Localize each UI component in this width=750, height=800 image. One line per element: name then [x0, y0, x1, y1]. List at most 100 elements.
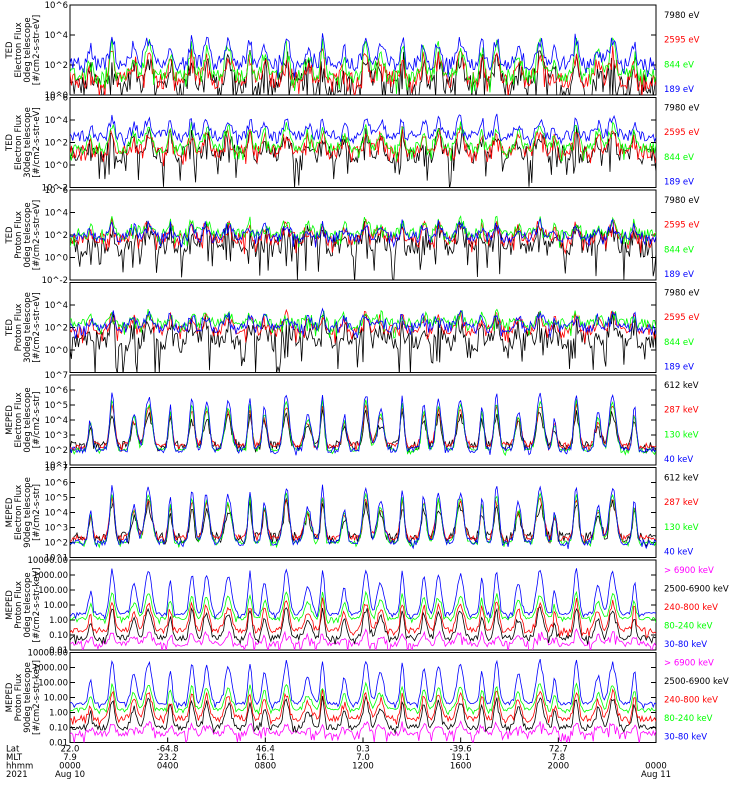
x-tick-label: 0800 — [255, 762, 277, 772]
y-axis-title-line: [#/cm2-s-str-eV] — [32, 15, 42, 85]
x-tick-label: 72.7 — [549, 745, 568, 755]
y-tick-label: 10^6 — [45, 94, 68, 104]
y-axis-title-line: 30deg telescope — [23, 107, 33, 178]
x-tick-label: -39.6 — [450, 745, 472, 755]
x-tick-label: 0.3 — [356, 745, 370, 755]
y-tick-label: 10^0 — [45, 254, 68, 264]
y-tick-label: 100.00 — [38, 679, 68, 689]
x-tick-label: 2000 — [548, 762, 570, 772]
legend-entry: 40 keV — [664, 548, 693, 558]
y-axis-title: MEPED Electron Flux 0deg telescope [#/cm2-s… — [5, 387, 42, 452]
y-axis-title-line: MEPED — [5, 405, 15, 435]
legend-entry: 189 eV — [664, 270, 694, 280]
y-axis-title-line: Electron Flux — [14, 22, 24, 77]
y-axis-title-line: Proton Flux — [14, 211, 24, 259]
x-tick-label: 7.8 — [552, 753, 566, 763]
series-line — [70, 125, 656, 167]
y-axis-title-line: TED — [5, 226, 15, 245]
series-traces — [70, 33, 656, 95]
panel-frame — [69, 652, 657, 743]
y-axis-title-line: [#/cm2-s-str] — [32, 392, 42, 449]
x-axis: Lat 22.0 -64.8 46.4 0.3 -39.6 72.7 MLT 7.9 23.2 16… — [6, 737, 671, 780]
y-tick-label: 0.01 — [49, 739, 68, 749]
legend-entry: 189 eV — [664, 85, 694, 95]
y-tick-label: 10^-2 — [42, 184, 68, 194]
legend-entry: 80-240 keV — [664, 622, 713, 632]
panel-8: 0.010.101.0010.00100.001000.0010000.00ME… — [5, 649, 729, 749]
y-tick-label: 10^3 — [45, 431, 68, 441]
x-row-label: Lat — [6, 745, 20, 755]
y-tick-label: 10000.00 — [27, 649, 68, 659]
y-tick-label: 10^6 — [45, 1, 68, 11]
legend-entry: 2595 eV — [664, 313, 700, 323]
y-tick-label: 1000.00 — [33, 571, 68, 581]
legend-entry: 7980 eV — [664, 11, 700, 21]
y-axis-title-line: 30deg telescope — [23, 292, 33, 363]
legend-entry: > 6900 keV — [664, 566, 714, 576]
x-tick-label: 0000 — [645, 762, 667, 772]
legend-entry: 7980 eV — [664, 289, 700, 299]
y-axis-title: MEPED Proton Flux 90deg telescope [#/cm2-s-… — [5, 660, 42, 735]
series-line — [70, 606, 656, 645]
y-axis-title-line: [#/cm2-s-str-keV] — [32, 568, 42, 643]
y-tick-label: 10^4 — [45, 301, 68, 311]
series-traces — [70, 307, 656, 373]
y-tick-label: 0.01 — [49, 646, 68, 656]
y-tick-label: 10^2 — [45, 139, 68, 149]
x-tick-label: 16.1 — [256, 753, 275, 763]
x-row-label: MLT — [6, 753, 23, 763]
legend-entry: 844 eV — [664, 338, 694, 348]
series-line — [70, 307, 656, 339]
legend-entry: 189 eV — [664, 178, 694, 188]
legend-entry: 287 keV — [664, 406, 699, 416]
legend-entry: 240-800 keV — [664, 603, 718, 613]
y-tick-label: 1.00 — [49, 616, 68, 626]
legend-entry: 7980 eV — [664, 196, 700, 206]
y-tick-label: 10^6 — [45, 386, 68, 396]
series-line — [70, 681, 656, 716]
y-tick-label: 10^7 — [45, 464, 68, 474]
series-line — [70, 217, 656, 248]
series-line — [70, 658, 656, 710]
y-tick-label: 10^6 — [45, 186, 68, 196]
series-line — [70, 33, 656, 78]
x-tick-label: 19.1 — [451, 753, 470, 763]
y-tick-label: 10^1 — [45, 554, 68, 564]
legend-entry: 189 eV — [664, 363, 694, 373]
legend-entry: 612 keV — [664, 381, 699, 391]
legend-entry: 240-800 keV — [664, 696, 718, 706]
y-tick-label: 1000.00 — [33, 664, 68, 674]
y-tick-label: 10000.00 — [27, 556, 68, 566]
y-tick-label: 10^2 — [45, 539, 68, 549]
series-traces — [70, 215, 656, 280]
x-tick-label: 22.0 — [61, 745, 80, 755]
y-tick-label: 10^0 — [45, 91, 68, 101]
y-axis-title-line: [#/cm2-s-str-eV] — [32, 107, 42, 177]
series-line — [70, 590, 656, 625]
y-tick-label: 10^5 — [45, 494, 68, 504]
x-tick-label: 7.0 — [356, 753, 370, 763]
x-tick-label: 7.9 — [63, 753, 77, 763]
series-line — [70, 37, 656, 95]
y-tick-label: 10^7 — [45, 371, 68, 381]
y-tick-label: 10^2 — [45, 231, 68, 241]
y-axis-title-line: 90deg telescope — [23, 662, 33, 733]
panel-7: 0.01 0.10 1.00 10.00 100.00 1000.00 10000.00 ME… — [5, 556, 729, 656]
y-axis-title-line: MEPED — [5, 682, 15, 712]
x-tick-label: 23.2 — [158, 753, 177, 763]
y-tick-label: 10^0 — [45, 161, 68, 171]
y-axis-title: TED Proton Flux 0deg telescope [#/cm2-s-str… — [5, 200, 42, 270]
y-axis-title-line: 0deg telescope — [23, 387, 33, 452]
series-traces — [70, 392, 656, 457]
series-line — [70, 628, 656, 650]
y-axis-title-line: [#/cm2-s-str-eV] — [32, 292, 42, 362]
y-tick-label: 10^4 — [45, 116, 68, 126]
y-tick-label: 10^4 — [45, 209, 68, 219]
x-row-label: hhmm — [6, 762, 33, 772]
legend-entry: 287 keV — [664, 498, 699, 508]
series-line — [70, 113, 656, 146]
legend-entry: 2595 eV — [664, 128, 700, 138]
year-label: 2021 — [6, 770, 28, 780]
